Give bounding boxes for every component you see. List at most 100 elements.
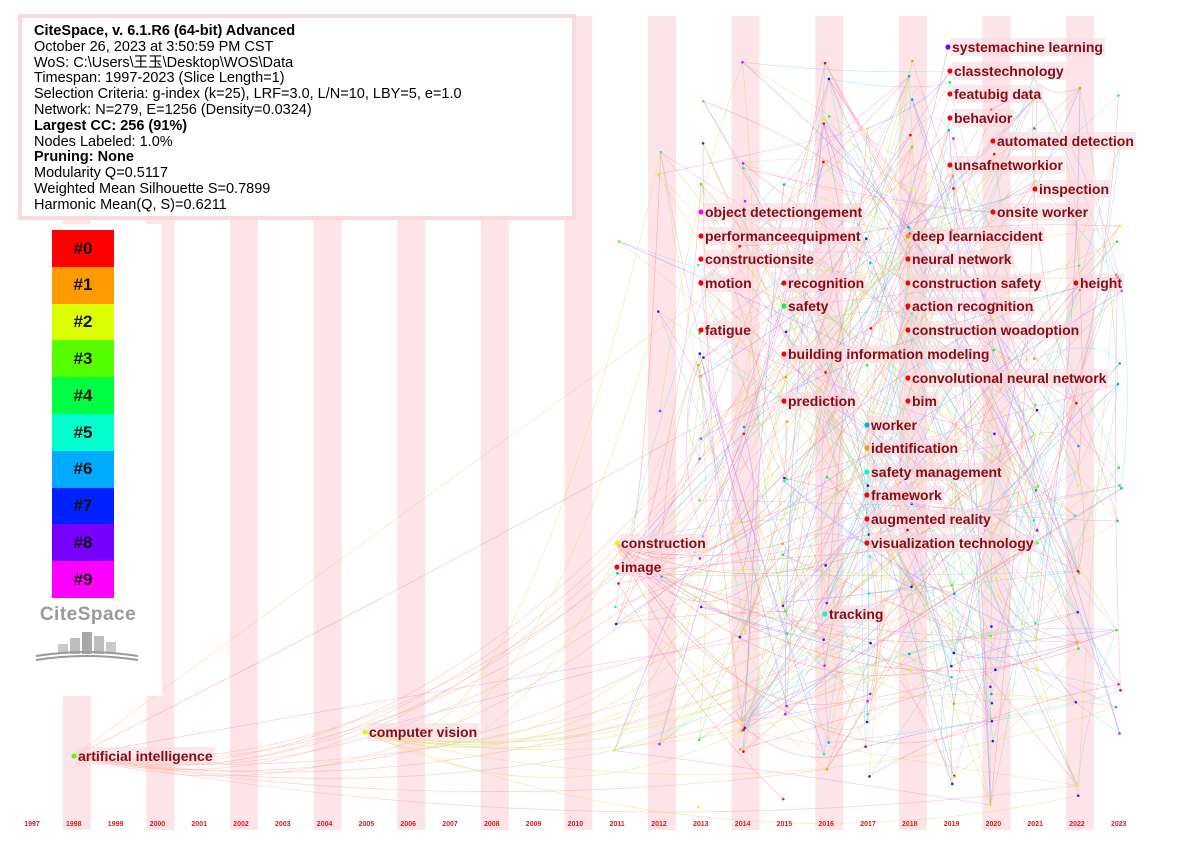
network-node (1114, 705, 1118, 709)
year-tick-label: 2000 (150, 821, 166, 828)
logo-graphic (35, 632, 139, 661)
link (826, 380, 995, 770)
link (686, 365, 704, 537)
network-node (907, 74, 911, 78)
link (699, 635, 991, 741)
keyword-label: object detectiongement (703, 203, 865, 221)
network-node (868, 775, 871, 778)
keyword-node (864, 516, 870, 522)
network-node (697, 738, 701, 742)
network-node (781, 542, 784, 546)
network-node (614, 605, 617, 609)
keyword-node (990, 138, 996, 144)
network-node (1120, 486, 1123, 490)
network-node (616, 572, 619, 575)
network-node (824, 564, 828, 567)
keyword-node (614, 540, 620, 546)
link (616, 485, 1120, 625)
network-node (910, 585, 913, 589)
keyword-label: height (1078, 274, 1124, 292)
link (614, 611, 1078, 751)
link (824, 402, 869, 486)
keyword-label: construction safety (910, 274, 1044, 292)
keyword-label: action recognition (910, 297, 1036, 315)
network-node (1077, 647, 1080, 650)
network-node (658, 409, 662, 413)
keyword-node (781, 303, 787, 309)
link (909, 628, 1117, 655)
link (615, 471, 868, 608)
keyword-node (864, 422, 870, 428)
network-node (951, 174, 955, 178)
network-node (743, 199, 747, 203)
keyword-node (698, 327, 704, 333)
keyword-node (905, 375, 911, 381)
link (744, 520, 1118, 729)
network-node (991, 739, 995, 743)
link (364, 693, 871, 751)
network-node (989, 685, 992, 689)
network-node (699, 182, 703, 186)
network-node (952, 137, 955, 140)
network-node (696, 263, 700, 267)
network-node (1076, 570, 1080, 573)
link (364, 730, 742, 778)
keyword-label: deep learniaccident (910, 227, 1045, 245)
link (784, 480, 991, 637)
network-node (739, 720, 743, 723)
link (824, 613, 1121, 691)
network-node (952, 651, 956, 655)
year-tick-label: 2006 (400, 821, 416, 828)
keyword-label: safety (786, 297, 831, 315)
keyword-node (781, 351, 787, 357)
link (739, 93, 951, 638)
year-tick-label: 2005 (359, 821, 375, 828)
link (828, 78, 950, 88)
year-tick-label: 2015 (777, 821, 793, 828)
year-tick-label: 2011 (610, 821, 625, 828)
network-node (659, 150, 663, 154)
network-node (825, 768, 829, 771)
link (991, 383, 1119, 695)
legend-swatch: #0 (52, 230, 114, 267)
keyword-label: behavior (952, 109, 1015, 127)
year-tick-label: 2012 (651, 821, 667, 828)
link (953, 642, 1078, 659)
link (823, 161, 1117, 631)
link (739, 636, 825, 755)
legend-swatch: #9 (52, 561, 114, 599)
link (867, 70, 951, 129)
network-node (992, 348, 995, 352)
link (783, 75, 910, 185)
network-node (1078, 86, 1082, 90)
network-node (783, 712, 787, 716)
network-node (822, 117, 826, 120)
link (1077, 469, 1085, 572)
link (741, 730, 1078, 786)
year-tick-label: 2003 (275, 821, 291, 828)
network-node (866, 699, 869, 703)
keyword-label: augmented reality (869, 510, 993, 528)
keyword-label: construction (619, 534, 708, 552)
keyword-node (781, 398, 787, 404)
link (616, 542, 866, 758)
link (699, 353, 787, 707)
network-node (947, 128, 951, 132)
year-tick-label: 2009 (526, 821, 542, 828)
link (700, 353, 785, 439)
link (940, 652, 955, 785)
network-node (1073, 514, 1077, 518)
keyword-label: prediction (786, 392, 858, 410)
link (994, 404, 1036, 579)
year-tick-label: 2002 (233, 821, 249, 828)
info-lines: CiteSpace, v. 6.1.R6 (64-bit) Advanced Oc… (34, 23, 572, 214)
network-node (993, 432, 996, 436)
network-node (738, 635, 742, 639)
network-node (1117, 466, 1121, 470)
keyword-node (781, 280, 787, 286)
year-tick-label: 2004 (317, 821, 333, 828)
network-node (1075, 641, 1079, 644)
keyword-label: systemachine learning (950, 38, 1105, 56)
network-node (868, 261, 872, 265)
network-node (1034, 622, 1037, 625)
